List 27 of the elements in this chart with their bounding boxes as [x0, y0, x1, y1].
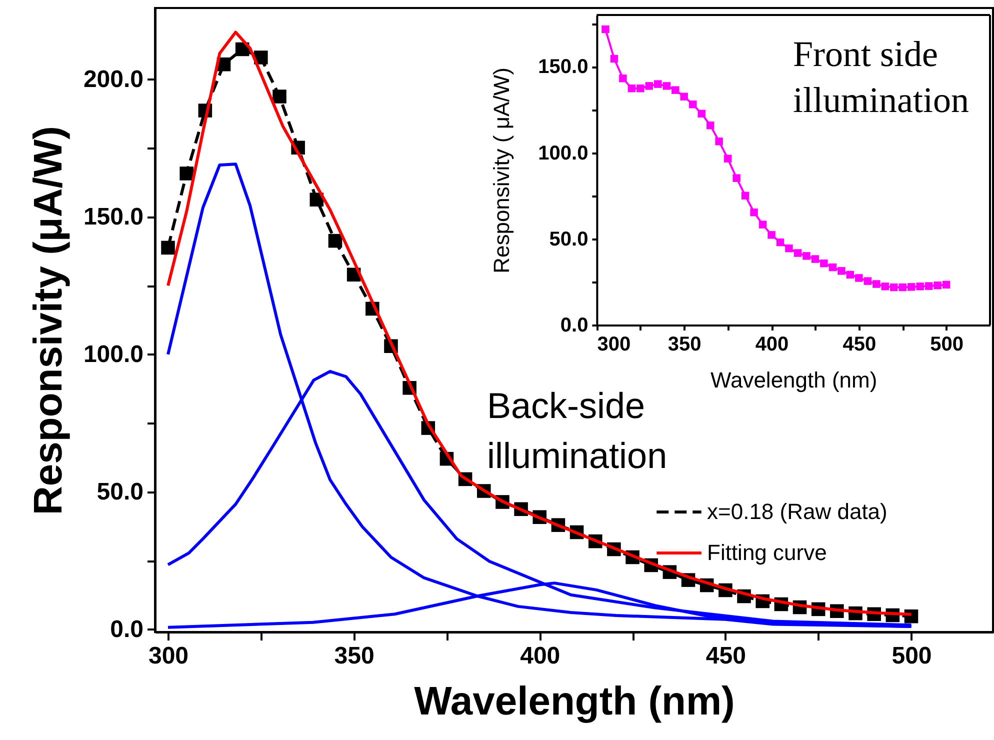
- x-tick-label: 400: [520, 642, 560, 670]
- x-tick-label: 500: [892, 642, 932, 670]
- x-tick-label: 500: [930, 334, 964, 356]
- x-axis-title: Wavelength (nm): [710, 368, 878, 392]
- y-tick-label: 100.0: [538, 142, 588, 164]
- y-tick-label: 150.0: [83, 203, 144, 230]
- annotation: Front side illumination: [793, 34, 969, 120]
- x-tick-label: 350: [334, 642, 374, 670]
- y-axis-title: Responsivity (μA/W): [26, 126, 70, 515]
- y-tick-label: 150.0: [538, 56, 588, 78]
- x-tick-label: 450: [706, 642, 746, 670]
- y-tick-label: 200.0: [83, 66, 144, 93]
- x-tick-label: 300: [597, 334, 631, 356]
- x-tick-label: 300: [148, 642, 189, 670]
- x-axis-title: Wavelength (nm): [414, 680, 735, 724]
- x-tick-label: 400: [755, 334, 789, 356]
- y-tick-label: 50.0: [96, 478, 144, 506]
- y-tick-label: 0.0: [560, 314, 588, 336]
- legend-label: x=0.18 (Raw data): [707, 499, 888, 524]
- x-tick-label: 350: [668, 334, 702, 356]
- y-axis-title: Responsivity ( μA/W): [489, 68, 514, 274]
- y-tick-label: 50.0: [549, 228, 588, 250]
- annotation: Back-side illumination: [487, 385, 668, 476]
- y-tick-label: 100.0: [83, 340, 144, 368]
- x-tick-label: 450: [842, 334, 876, 356]
- legend-label: Fitting curve: [707, 540, 827, 565]
- y-tick-label: 0.0: [110, 616, 144, 643]
